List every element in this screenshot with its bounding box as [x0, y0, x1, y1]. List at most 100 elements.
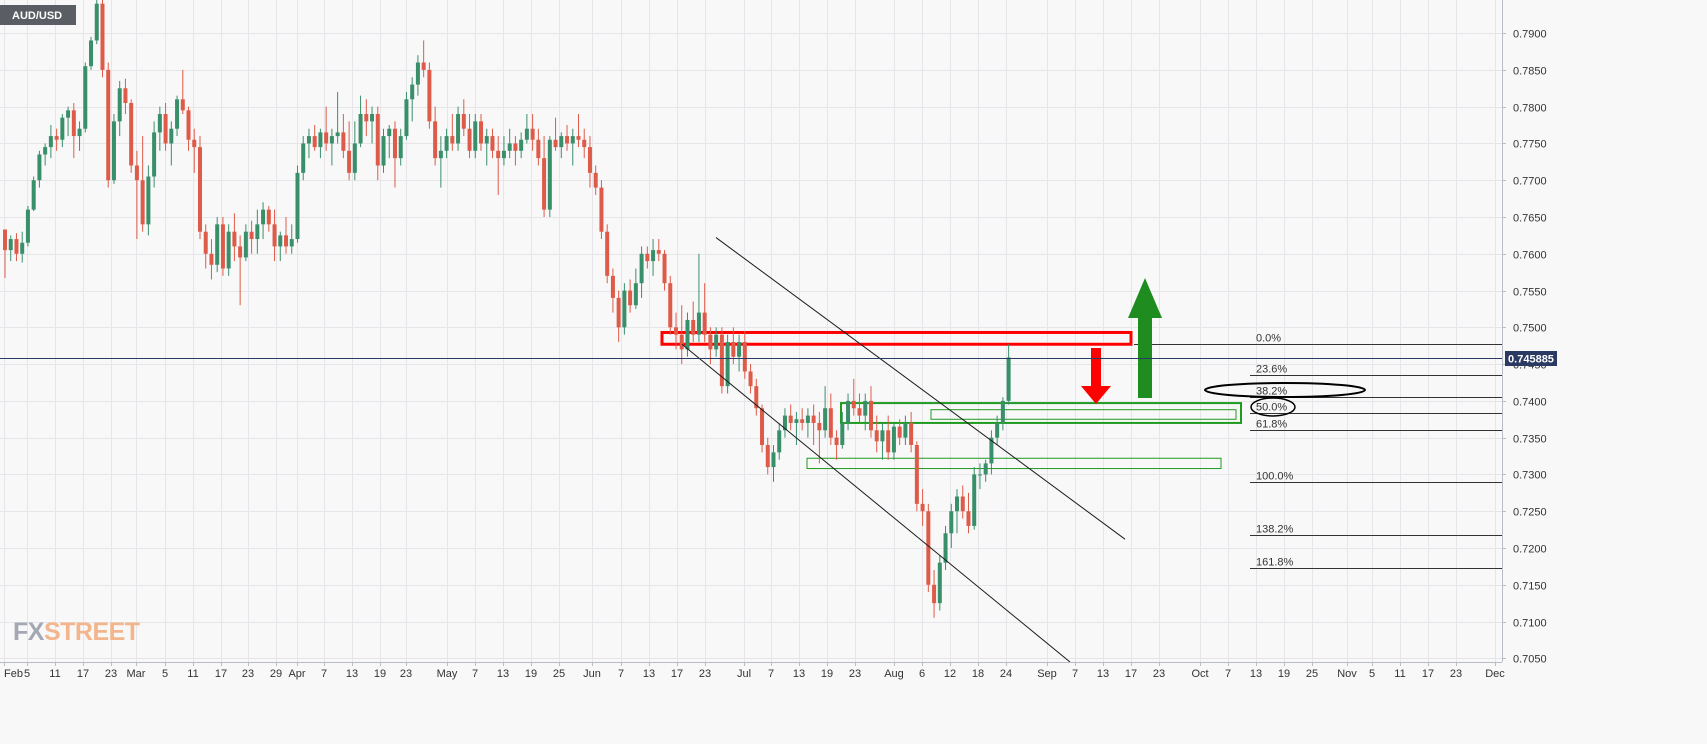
- time-tick-label: 23: [1450, 668, 1462, 680]
- time-tick-label: 13: [1097, 668, 1109, 680]
- time-tick-label: 11: [1394, 668, 1405, 680]
- candle-body: [679, 334, 684, 350]
- time-tick-label: 23: [849, 668, 861, 680]
- fib-level-label: 138.2%: [1256, 524, 1294, 536]
- candle: [3, 229, 7, 279]
- time-tick-label: 13: [643, 668, 655, 680]
- candle: [782, 408, 787, 438]
- time-tick-label: 25: [553, 668, 565, 680]
- candle-body: [284, 235, 289, 247]
- time-tick-label: 17: [215, 668, 227, 680]
- candles: [3, 0, 1011, 618]
- candle-body: [490, 136, 495, 151]
- candle: [152, 121, 157, 188]
- time-tick-label: 11: [187, 668, 198, 680]
- candle: [301, 136, 306, 181]
- candle: [846, 393, 851, 431]
- candle: [473, 114, 478, 159]
- candle: [341, 114, 346, 159]
- candle-body: [381, 136, 386, 166]
- candle-body: [547, 139, 552, 210]
- candle-body: [37, 154, 42, 181]
- candle: [874, 415, 879, 453]
- candle: [450, 114, 455, 151]
- candle-body: [582, 139, 587, 148]
- candle-body: [134, 165, 139, 181]
- candle: [777, 422, 782, 460]
- candle: [370, 106, 375, 144]
- candle: [737, 334, 742, 372]
- candle-body: [404, 99, 409, 137]
- candle: [719, 327, 724, 394]
- candle: [14, 233, 19, 262]
- brand-logo: FXSTREET: [13, 618, 140, 646]
- candle-body: [811, 415, 816, 423]
- candle-body: [696, 312, 701, 335]
- candle-body: [628, 290, 633, 306]
- time-tick-label: 19: [374, 668, 386, 680]
- annotation-arrows: [1081, 278, 1162, 404]
- time-tick-label: 7: [768, 668, 774, 680]
- candle-body: [243, 231, 248, 258]
- time-tick-label: Jun: [583, 668, 601, 680]
- candle: [760, 404, 765, 453]
- candle-body: [714, 334, 719, 350]
- candle: [60, 114, 65, 148]
- candle: [1000, 397, 1005, 431]
- candle-body: [123, 88, 128, 103]
- candle-body: [731, 342, 736, 357]
- time-tick-label: Dec: [1485, 668, 1505, 680]
- candle-body: [639, 253, 644, 284]
- time-tick-label: 29: [270, 668, 282, 680]
- symbol-badge[interactable]: AUD/USD: [0, 5, 76, 25]
- candle-body: [370, 114, 375, 122]
- candle: [662, 250, 667, 291]
- candle: [490, 128, 495, 159]
- support-zone-upper: [840, 402, 1242, 424]
- price-tick-label: 0.7200: [1513, 544, 1547, 556]
- candle-body: [358, 114, 363, 144]
- candle-body: [949, 511, 954, 534]
- candle-body: [66, 110, 71, 118]
- candle: [20, 231, 25, 263]
- time-tick-label: May: [437, 668, 458, 680]
- candle: [111, 114, 116, 184]
- price-tick-label: 0.7150: [1513, 581, 1547, 593]
- candle: [461, 99, 466, 137]
- candle-body: [662, 253, 667, 284]
- candle-body: [152, 132, 157, 177]
- price-tick-label: 0.7350: [1513, 434, 1547, 446]
- upper-channel-line: [715, 237, 1126, 540]
- resistance-zone: [660, 330, 1133, 346]
- trendlines: [681, 237, 1126, 663]
- candle: [937, 555, 942, 611]
- candle-body: [89, 40, 94, 67]
- time-tick-label: 17: [1422, 668, 1434, 680]
- time-tick-label: 7: [618, 668, 624, 680]
- candle: [358, 95, 363, 148]
- candle-body: [886, 430, 891, 453]
- candle: [805, 408, 810, 438]
- price-tick-label: 0.7800: [1513, 103, 1547, 115]
- candle-body: [846, 400, 851, 423]
- candle: [542, 136, 547, 217]
- candle: [605, 224, 610, 284]
- candle: [960, 485, 965, 519]
- candle-body: [633, 283, 638, 306]
- candle: [203, 224, 208, 269]
- candle-body: [800, 419, 805, 423]
- candle-body: [651, 250, 656, 262]
- candle-body: [157, 114, 162, 133]
- candle: [863, 393, 868, 431]
- candle: [484, 128, 489, 166]
- candle: [410, 77, 415, 122]
- brand-fx: FX: [13, 618, 45, 646]
- time-axis[interactable]: Feb 5 11 17 23 Mar 5 11 17 23 29 Apr 7 13 19 23 May 7 13 19…: [4, 662, 1505, 680]
- fib-level-label: 161.8%: [1256, 557, 1294, 569]
- candle: [501, 136, 506, 166]
- candle-body: [484, 136, 489, 144]
- candle-body: [14, 239, 19, 254]
- candle: [628, 279, 633, 313]
- candle: [157, 106, 162, 151]
